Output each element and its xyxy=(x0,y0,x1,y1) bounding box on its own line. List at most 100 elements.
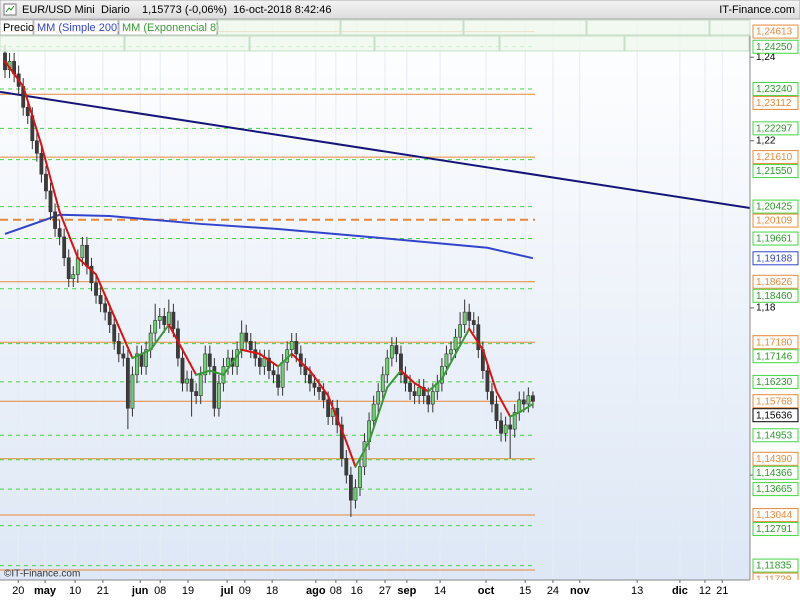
level-label: 1,17146 xyxy=(756,351,793,362)
legend-box[interactable] xyxy=(709,19,751,36)
period: Diario xyxy=(101,4,130,16)
level-label-box xyxy=(752,288,799,303)
x-tick-label: 15 xyxy=(519,585,531,597)
ema8-segment xyxy=(399,369,416,385)
ema8-segment xyxy=(76,256,98,276)
legend-box[interactable] xyxy=(0,35,125,52)
x-tick-label: 12 xyxy=(699,585,711,597)
ema8-segment xyxy=(113,315,134,360)
x-tick-label: 20 xyxy=(12,585,24,597)
level-label-box xyxy=(752,231,799,246)
candle-body xyxy=(417,387,422,397)
legend-box[interactable] xyxy=(586,19,710,36)
ema8-segment xyxy=(40,143,61,213)
legend-box[interactable] xyxy=(33,19,119,36)
legend-box[interactable] xyxy=(249,35,375,52)
level-label-box xyxy=(752,199,799,214)
level-label: 1,15636 xyxy=(756,410,793,421)
candle-body xyxy=(526,395,531,405)
level-label: 1,24613 xyxy=(756,27,793,38)
candle-body xyxy=(34,140,39,154)
legend: Precio MM (Simple 200) MM (Exponencial 8… xyxy=(0,19,751,52)
y-tick-label: 1,24 xyxy=(756,52,776,63)
candle-body xyxy=(44,173,48,192)
candle-body xyxy=(194,391,199,397)
candle-body xyxy=(107,311,112,325)
level-label-box xyxy=(752,522,799,537)
ma200-line xyxy=(4,213,534,260)
ema8-segment xyxy=(481,348,498,393)
candle-body xyxy=(144,349,148,367)
x-tick-label: 13 xyxy=(631,585,643,597)
legend-box[interactable] xyxy=(499,35,625,52)
candle-body xyxy=(53,211,57,229)
bottom-axis xyxy=(0,580,800,600)
level-label-box xyxy=(752,349,799,364)
level-label: 1,14390 xyxy=(756,454,793,465)
ema8-segment xyxy=(222,348,243,376)
level-label-box xyxy=(752,394,799,409)
level-label-box xyxy=(752,482,799,497)
ema8-segment xyxy=(427,377,443,393)
level-label-box xyxy=(752,451,799,466)
x-tick-label: 27 xyxy=(379,585,391,597)
candle-body xyxy=(180,357,185,384)
level-label: 1,15768 xyxy=(756,396,793,407)
candle-body xyxy=(462,311,467,325)
ema8-segment xyxy=(368,386,389,443)
x-tick-label: 18 xyxy=(266,585,278,597)
y-tick-label: 1,18 xyxy=(756,303,776,314)
candle-body xyxy=(517,399,522,413)
candle-body xyxy=(139,353,144,367)
candle-body xyxy=(453,336,458,351)
ema8-segment xyxy=(518,403,534,414)
level-label-box xyxy=(752,39,799,54)
legend-box[interactable] xyxy=(0,19,34,36)
candle-body xyxy=(71,274,76,279)
candle-body xyxy=(257,357,262,367)
candle-body xyxy=(312,382,317,388)
candle-body xyxy=(121,353,126,359)
copyright: ©IT-Finance.com xyxy=(4,569,80,580)
ema8-segment xyxy=(354,440,371,468)
candle-body xyxy=(362,441,367,468)
candle-body xyxy=(531,395,535,402)
candle-body xyxy=(371,403,376,422)
candle-body xyxy=(207,353,212,367)
candle-body xyxy=(294,341,299,355)
legend-entry: MM (Simple 200) xyxy=(37,22,121,34)
ema8-segment xyxy=(290,352,311,372)
legend-entry: Precio xyxy=(3,22,34,34)
candle-body xyxy=(267,357,271,371)
legend-box[interactable] xyxy=(340,19,464,36)
candle-body xyxy=(25,107,30,117)
candle-body xyxy=(476,324,481,351)
candle-body xyxy=(198,374,203,397)
x-tick-label: 24 xyxy=(547,585,559,597)
candle-body xyxy=(125,357,130,409)
candle-body xyxy=(471,320,476,325)
x-tick-label: 14 xyxy=(434,585,446,597)
legend-box[interactable] xyxy=(463,19,587,36)
x-tick-label: sep xyxy=(397,585,416,597)
candle-body xyxy=(212,366,217,409)
level-label-box xyxy=(752,428,799,443)
ema8-segment xyxy=(167,323,184,351)
level-label-box xyxy=(752,335,799,350)
ema8-segment xyxy=(131,348,152,360)
candle-body xyxy=(280,361,285,388)
level-label: 1,20109 xyxy=(756,216,793,227)
legend-box[interactable] xyxy=(217,19,341,36)
candle-body xyxy=(494,403,499,422)
legend-box[interactable] xyxy=(624,35,750,52)
legend-box[interactable] xyxy=(124,35,250,52)
candle-body xyxy=(48,190,53,213)
level-label: 1,11835 xyxy=(756,561,792,572)
candle-body xyxy=(185,378,189,384)
legend-box[interactable] xyxy=(118,19,218,36)
x-tick-label: nov xyxy=(570,585,590,597)
x-tick-label: 08 xyxy=(154,585,166,597)
legend-box[interactable] xyxy=(374,35,500,52)
